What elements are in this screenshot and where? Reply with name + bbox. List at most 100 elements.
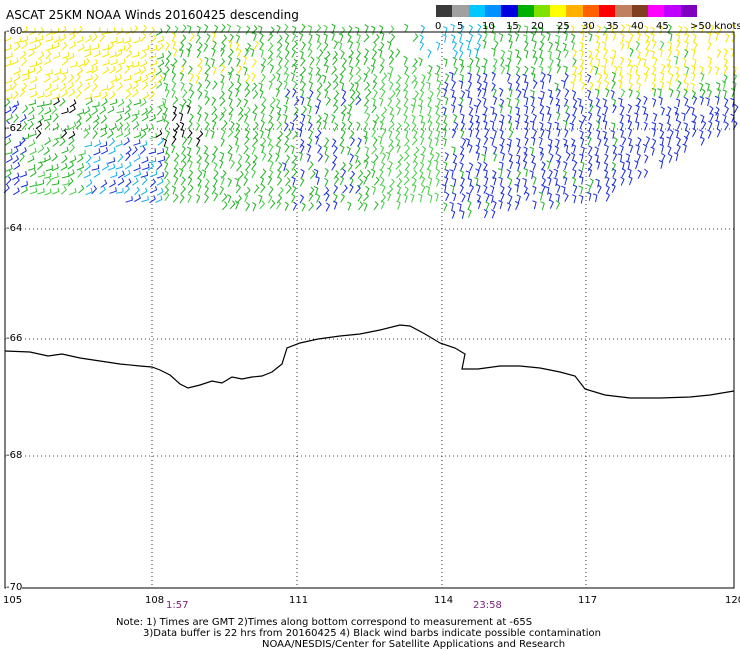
wind-barb xyxy=(389,65,394,75)
wind-barb xyxy=(234,143,240,153)
wind-barb xyxy=(625,160,631,170)
wind-barb xyxy=(475,56,480,66)
wind-barb xyxy=(403,89,408,99)
wind-barb xyxy=(187,120,193,130)
wind-barb xyxy=(101,44,110,51)
wind-barb xyxy=(492,65,497,75)
wind-barb xyxy=(459,40,464,51)
wind-barb xyxy=(637,56,642,66)
wind-barb xyxy=(116,27,124,35)
wind-barb xyxy=(100,129,108,138)
wind-barb xyxy=(188,159,193,169)
wind-barb xyxy=(195,34,201,44)
wind-barb xyxy=(245,128,250,139)
wind-barb xyxy=(316,200,322,210)
wind-barb xyxy=(340,97,347,107)
wind-barb xyxy=(379,81,386,91)
wind-barb xyxy=(243,135,250,145)
wind-barb xyxy=(229,33,234,43)
wind-barb xyxy=(578,120,584,130)
wind-barb xyxy=(477,23,482,33)
wind-barb xyxy=(443,202,448,212)
wind-barb xyxy=(684,41,689,51)
wind-barb xyxy=(725,33,730,43)
wind-barb xyxy=(61,129,68,139)
wind-barb xyxy=(580,161,585,171)
wind-barb xyxy=(547,73,552,83)
wind-barb xyxy=(61,146,69,154)
wind-barb xyxy=(354,82,359,92)
wind-barb xyxy=(69,99,77,108)
wind-barb xyxy=(476,73,481,84)
wind-barb xyxy=(91,82,98,92)
wind-barb xyxy=(251,72,256,82)
wind-barb xyxy=(283,122,289,132)
wind-barb xyxy=(37,91,45,99)
wind-barb xyxy=(243,113,249,123)
wind-barb xyxy=(683,73,688,83)
wind-barb xyxy=(355,74,362,84)
wind-barb xyxy=(538,65,544,75)
wind-barb xyxy=(348,55,353,65)
wind-barb xyxy=(308,161,314,171)
wind-barb xyxy=(507,121,513,131)
wind-barb xyxy=(379,168,384,179)
wind-barb xyxy=(142,81,149,90)
wind-barb xyxy=(196,145,201,155)
wind-barb xyxy=(100,91,108,100)
wind-barb xyxy=(11,81,18,91)
wind-barb xyxy=(652,112,658,122)
wind-barb xyxy=(363,97,370,107)
wind-barb xyxy=(635,90,641,100)
wind-barb xyxy=(363,55,368,66)
wind-barb xyxy=(306,114,312,124)
wind-barb xyxy=(333,122,339,132)
wind-barb xyxy=(148,148,157,155)
wind-barb xyxy=(93,119,100,129)
wind-barb xyxy=(477,87,482,97)
wind-barb xyxy=(476,137,481,147)
wind-barb xyxy=(91,33,98,42)
wind-barb xyxy=(452,161,458,171)
wind-barb xyxy=(284,95,290,105)
wind-barb xyxy=(269,160,274,170)
wind-barb xyxy=(578,185,584,195)
wind-barb xyxy=(525,191,530,201)
wind-barb xyxy=(249,48,255,57)
wind-barb xyxy=(482,39,487,49)
wind-barb xyxy=(530,154,536,164)
wind-barb xyxy=(364,159,369,169)
wind-barb xyxy=(76,163,85,171)
wind-barb xyxy=(186,48,191,58)
wind-barb xyxy=(605,192,611,202)
wind-barb xyxy=(197,130,204,140)
wind-barb xyxy=(601,65,606,75)
wind-barb xyxy=(390,113,395,123)
wind-barb xyxy=(68,74,75,83)
wind-barb xyxy=(203,89,209,99)
wind-barb xyxy=(29,37,37,44)
wind-barb xyxy=(52,42,60,50)
wind-barb xyxy=(253,121,259,131)
wind-barb xyxy=(444,168,450,178)
wind-barb xyxy=(62,172,70,179)
wind-barb xyxy=(564,48,569,59)
wind-barb xyxy=(148,157,157,164)
wind-barb xyxy=(292,130,299,140)
wind-barb xyxy=(547,66,552,76)
wind-barb xyxy=(523,34,528,44)
wind-barb xyxy=(500,151,505,161)
wind-barb xyxy=(669,88,674,98)
wind-barb xyxy=(133,170,142,178)
wind-barb xyxy=(483,80,488,90)
wind-barb xyxy=(313,186,319,196)
wind-barb xyxy=(323,41,329,52)
wind-barb xyxy=(196,48,202,59)
wind-barb xyxy=(237,64,243,74)
wind-barb xyxy=(556,127,561,137)
wind-barb xyxy=(211,185,217,195)
wind-barb xyxy=(532,175,537,185)
wind-barb xyxy=(150,34,157,43)
wind-barb xyxy=(372,73,378,83)
wind-barb xyxy=(131,110,140,116)
